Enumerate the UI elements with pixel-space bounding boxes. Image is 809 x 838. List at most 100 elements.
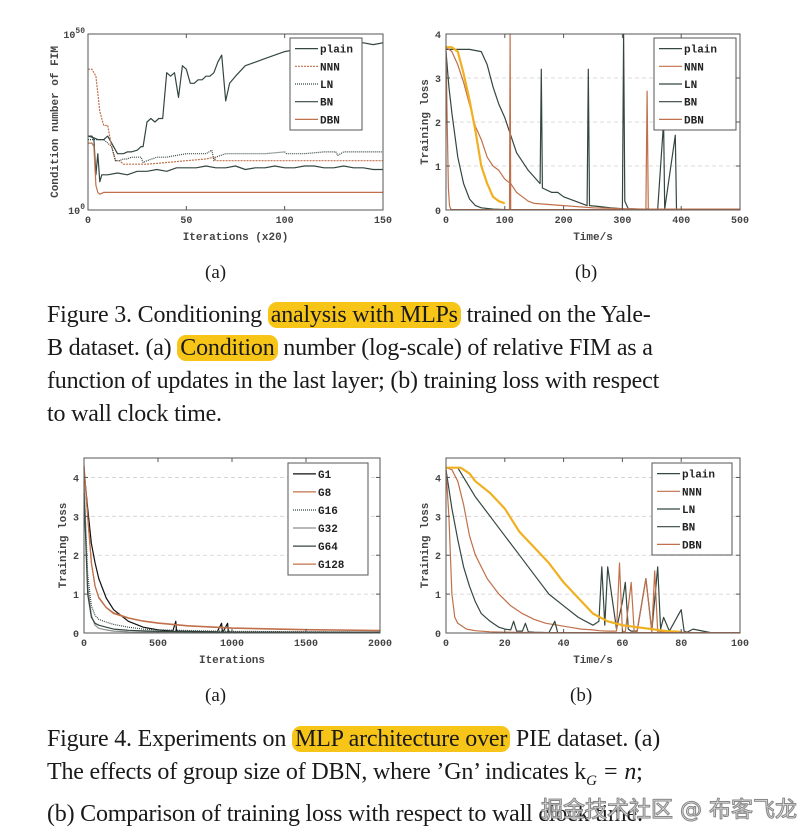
axes-frame (445, 457, 741, 634)
legend-label-plain: plain (682, 470, 715, 482)
y-tick-label: 2 (435, 119, 441, 130)
x-tick-label: 80 (675, 639, 687, 650)
fig4-subfig-b-label: (b) (570, 685, 593, 706)
x-tick-label: 0 (81, 639, 87, 650)
y-tick-label: 0 (73, 630, 79, 641)
caption-text: PIE dataset. (a) (510, 726, 660, 752)
caption-line: Figure 4. Experiments on MLP architectur… (47, 723, 787, 756)
caption-text: function of updates in the last layer; (… (47, 368, 660, 394)
caption-line: The effects of group size of DBN, where … (47, 756, 787, 798)
y-tick-label: 2 (73, 552, 79, 563)
figure4-caption: Figure 4. Experiments on MLP architectur… (47, 723, 787, 831)
legend-box (287, 462, 369, 576)
caption-text: to wall clock time. (47, 401, 222, 427)
x-tick-label: 0 (85, 216, 91, 227)
series-line-g16 (83, 485, 381, 633)
fig4b-chart: 0 20 40 60 80 100 0 1 2 3 4 Time/s Training loss plai… (420, 457, 749, 667)
x-tick-label: 1500 (294, 639, 318, 650)
caption-text: Figure 4. Experiments on (47, 726, 292, 752)
legend-label-plain: plain (684, 45, 717, 57)
legend-label-g16: G16 (318, 506, 338, 518)
x-tick-label: 50 (180, 216, 192, 227)
caption-line: (b) Comparison of training loss with res… (47, 798, 787, 831)
x-tick-label: 100 (276, 216, 294, 227)
caption-line: Figure 3. Conditioning analysis with MLP… (47, 299, 787, 332)
legend-label-nnn: NNN (684, 62, 704, 74)
y-axis-label: Training loss (420, 503, 432, 589)
figure3-caption: Figure 3. Conditioning analysis with MLP… (47, 299, 787, 431)
legend-label-plain: plain (320, 45, 353, 57)
y-axis-label: Training loss (58, 503, 70, 589)
x-tick-label: 300 (613, 216, 631, 227)
watermark: 掘金技术社区 @ 布客飞龙 (541, 798, 798, 824)
fig3b-plot: 0 100 200 300 400 500 0 1 2 3 4 Time/s Training loss… (420, 31, 749, 244)
x-tick-label: 0 (443, 639, 449, 650)
x-tick-label: 2000 (368, 639, 392, 650)
x-axis-label: Time/s (573, 655, 613, 667)
legend-label-bn: BN (684, 98, 697, 110)
highlighted-text: analysis with MLPs (267, 302, 461, 328)
series-line-g32 (83, 481, 380, 634)
fig3b-chart: 0 100 200 300 400 500 0 1 2 3 4 Time/s Training loss… (0, 0, 809, 250)
legend-label-g32: G32 (318, 524, 338, 536)
y-tick-label: 4 (435, 31, 441, 42)
x-tick-label: 40 (558, 639, 570, 650)
series-line-g1 (83, 469, 380, 633)
y-tick-label: 2 (435, 552, 441, 563)
series-line-nnn (88, 68, 383, 165)
caption-text: number (log-scale) of relative FIM as a (277, 335, 653, 361)
y-tick-label: 1 (435, 163, 441, 174)
x-tick-label: 100 (496, 216, 514, 227)
y-axis-label: Training loss (420, 79, 432, 165)
x-tick-label: 200 (555, 216, 573, 227)
caption-line: function of updates in the last layer; (… (47, 365, 787, 398)
legend-label-g8: G8 (318, 488, 332, 500)
y-tick-label: 0 (435, 207, 441, 218)
highlighted-text: Condition (177, 335, 278, 361)
y-axis-label: Condition number of FIM (50, 46, 62, 198)
highlighted-text: MLP architecture over (291, 726, 511, 752)
x-tick-label: 20 (499, 639, 511, 650)
x-tick-label: 400 (672, 216, 690, 227)
x-tick-label: 100 (731, 639, 749, 650)
fig4-subfig-a-label: (a) (205, 685, 227, 706)
fig4a-chart: 0 500 1000 1500 2000 0 1 2 3 4 Iterations Training … (0, 0, 400, 680)
series-line-dbn (88, 142, 383, 195)
legend-label-nnn: NNN (320, 62, 340, 74)
series-line-plain (446, 33, 740, 210)
fig3-subfig-b-label: (b) (575, 262, 598, 283)
legend-label-dbn: DBN (682, 540, 702, 552)
x-tick-label: 500 (149, 639, 167, 650)
series-line-ln (88, 139, 383, 164)
legend-label-dbn: DBN (320, 115, 340, 127)
series-line-g64 (83, 492, 381, 634)
y-tick-label: 1 (73, 591, 79, 602)
series-line-bn (446, 46, 506, 205)
y-tick-label: 1 (435, 591, 441, 602)
y-tick-label: 3 (435, 75, 441, 86)
y-tick-label: 0 (435, 630, 441, 641)
caption-text: Figure 3. Conditioning (47, 302, 268, 328)
x-axis-label: Time/s (573, 232, 613, 244)
legend-label-nnn: NNN (682, 487, 702, 499)
y-tick-label: 4 (435, 474, 441, 485)
series-line-bn (88, 135, 383, 183)
series-line-g128 (83, 465, 381, 631)
series-line-nnn (445, 467, 740, 634)
legend-label-ln: LN (684, 80, 697, 92)
x-tick-label: 60 (616, 639, 628, 650)
math-subscript: G = n; (586, 759, 643, 789)
caption-line: B dataset. (a) Condition number (log-sca… (47, 332, 787, 365)
x-tick-label: 0 (443, 216, 449, 227)
caption-text: The effects of group size of DBN, where … (47, 759, 587, 785)
x-tick-label: 500 (731, 216, 749, 227)
axes-frame (87, 33, 384, 211)
fig3a-plot: 0 50 100 150 100 1050 Iterations (x20) Conditio… (50, 27, 392, 244)
legend-label-bn: BN (682, 523, 695, 535)
fig3a-chart: 0 50 100 150 100 1050 Iterations (x20) Conditio… (0, 0, 400, 250)
series-line-ln (445, 469, 740, 634)
x-tick-label: 150 (374, 216, 392, 227)
fig4a-plot: 0 500 1000 1500 2000 0 1 2 3 4 Iterations Training … (58, 457, 392, 667)
caption-text: (b) Comparison of training loss with res… (47, 800, 643, 827)
x-tick-label: 1000 (220, 639, 244, 650)
